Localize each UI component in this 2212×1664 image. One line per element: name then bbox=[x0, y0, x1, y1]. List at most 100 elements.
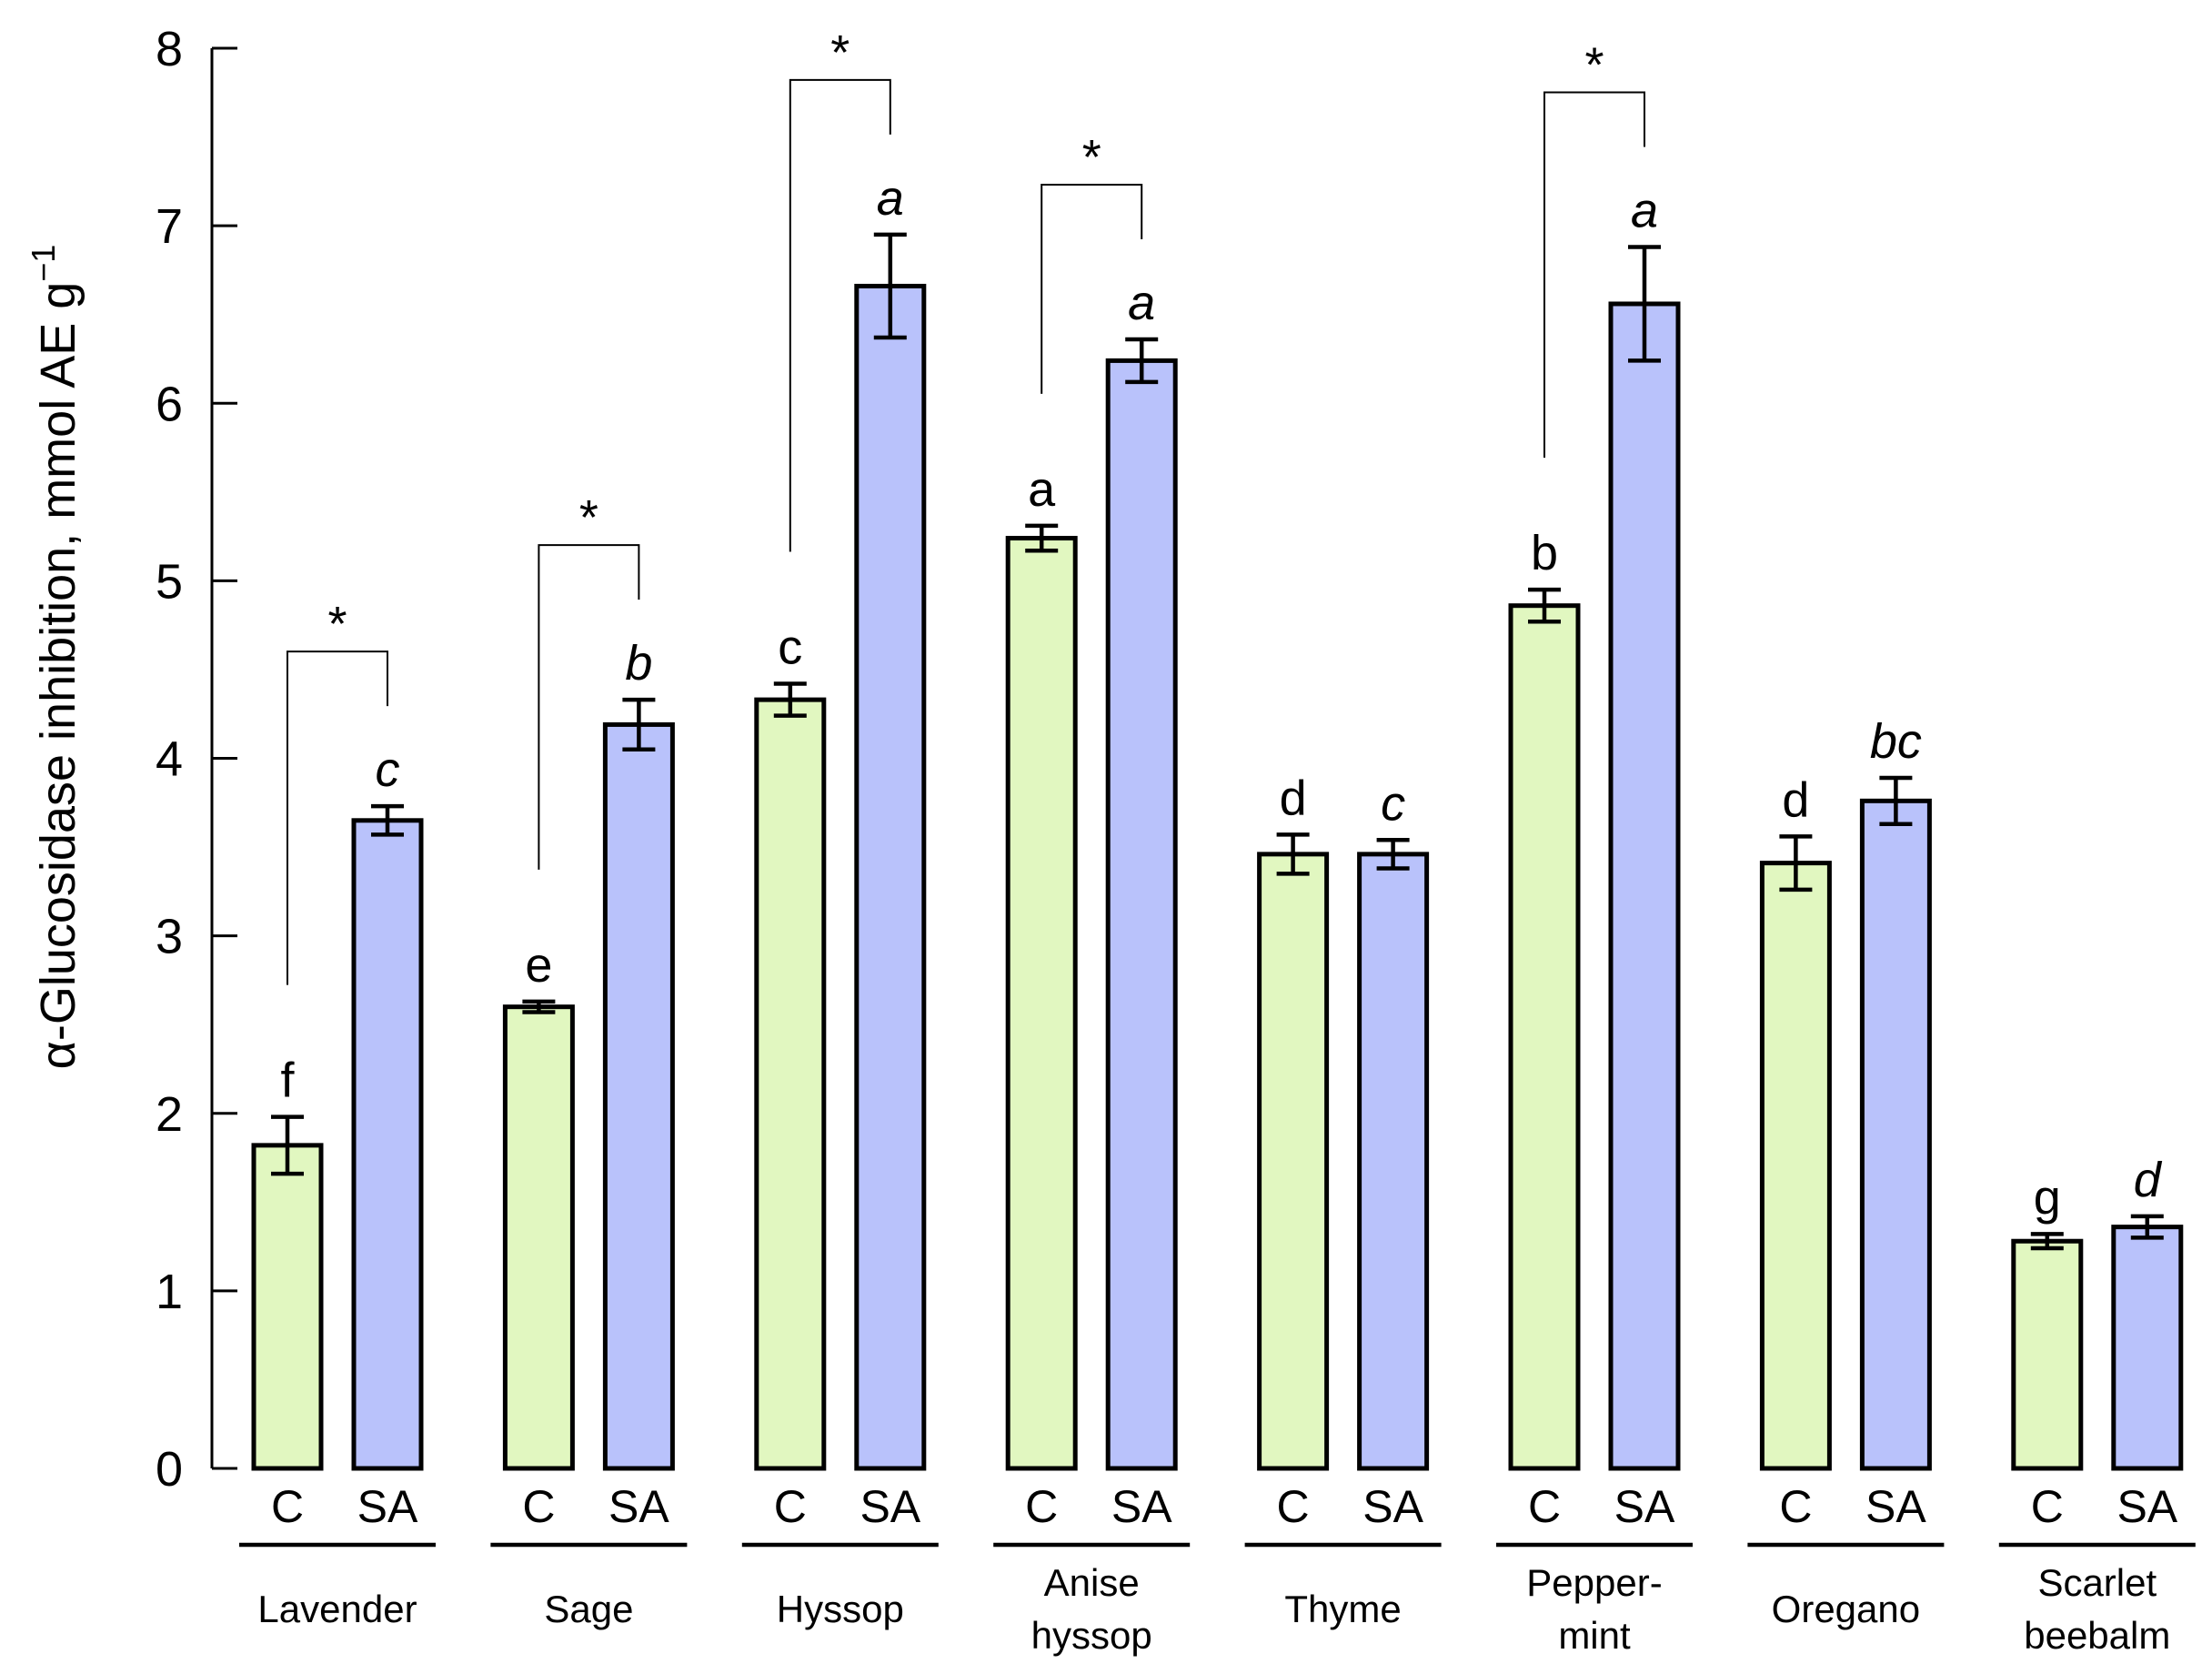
y-tick-label: 7 bbox=[156, 199, 183, 254]
significance-letter: d bbox=[2134, 1153, 2163, 1207]
group-label: Oregano bbox=[1772, 1588, 1920, 1630]
error-bar bbox=[2130, 1214, 2164, 1240]
bar-sa bbox=[1105, 358, 1178, 1471]
bar-c bbox=[1759, 861, 1832, 1471]
bar-sa bbox=[602, 721, 675, 1471]
treatment-label: SA bbox=[1111, 1481, 1172, 1532]
treatment-label: SA bbox=[860, 1481, 920, 1532]
significance-star: * bbox=[1082, 130, 1101, 185]
significance-star: * bbox=[579, 490, 598, 545]
significance-bracket bbox=[1543, 91, 1645, 459]
group-label: Hyssop bbox=[777, 1588, 904, 1630]
bar-group: e Cb SA * Sage bbox=[490, 490, 688, 1630]
error-bar bbox=[1125, 337, 1159, 385]
significance-letter: bc bbox=[1870, 714, 1922, 769]
treatment-label: C bbox=[774, 1481, 807, 1532]
significance-letter: b bbox=[1531, 526, 1558, 580]
y-tick-label: 5 bbox=[156, 554, 183, 609]
y-tick-label: 8 bbox=[156, 22, 183, 76]
bar-group: b Ca SA * Pepper-mint bbox=[1496, 38, 1693, 1657]
significance-letter: g bbox=[2034, 1170, 2061, 1225]
error-bar bbox=[773, 681, 807, 718]
bar-group: a Ca SA * Anise hyssop bbox=[993, 130, 1191, 1657]
bar-group: d Cc SA Thyme bbox=[1244, 771, 1442, 1630]
error-bar bbox=[622, 697, 656, 751]
significance-bracket bbox=[538, 544, 640, 870]
significance-star: * bbox=[1584, 38, 1604, 93]
bar-c bbox=[1508, 603, 1581, 1471]
error-bar bbox=[1025, 523, 1059, 553]
bar-group: f Cc SA * Lavender bbox=[239, 597, 436, 1630]
y-tick-label: 3 bbox=[156, 910, 183, 964]
treatment-label: SA bbox=[1614, 1481, 1675, 1532]
bar-group: g Cd SA Scarlet beebalm bbox=[1998, 1153, 2196, 1657]
error-bar bbox=[371, 803, 404, 837]
bar-sa bbox=[351, 818, 424, 1471]
error-bar bbox=[1376, 838, 1410, 871]
group-label: Lavender bbox=[257, 1588, 417, 1630]
bar-sa bbox=[2111, 1225, 2184, 1471]
bar-c bbox=[2011, 1238, 2084, 1471]
significance-letter: a bbox=[1128, 276, 1155, 330]
significance-letter: a bbox=[877, 171, 904, 226]
bar-sa bbox=[854, 283, 927, 1471]
y-axis-label: α-Glucosidase inhibition, mmol AE g−1 bbox=[25, 245, 85, 1070]
error-bar bbox=[2030, 1232, 2064, 1251]
significance-letter: d bbox=[1280, 771, 1307, 825]
treatment-label: C bbox=[1528, 1481, 1561, 1532]
bar-groups: f Cc SA * Lavender e Cb SA * Sage c Ca SA * Hyssop a Ca S… bbox=[239, 25, 2196, 1657]
treatment-label: SA bbox=[357, 1481, 418, 1532]
significance-bracket bbox=[1041, 184, 1143, 394]
error-bar bbox=[1628, 245, 1661, 363]
error-bar bbox=[873, 232, 907, 340]
treatment-label: C bbox=[271, 1481, 304, 1532]
significance-letter: f bbox=[280, 1054, 295, 1108]
significance-letter: a bbox=[1028, 462, 1056, 517]
bar-group: d Cbc SA Oregano bbox=[1747, 714, 1945, 1630]
treatment-label: C bbox=[1779, 1481, 1812, 1532]
significance-bracket bbox=[287, 650, 388, 985]
group-label: Pepper-mint bbox=[1526, 1561, 1662, 1657]
significance-letter: b bbox=[625, 636, 652, 691]
treatment-label: C bbox=[2031, 1481, 2064, 1532]
treatment-label: C bbox=[1025, 1481, 1058, 1532]
significance-letter: c bbox=[1381, 776, 1405, 831]
treatment-label: SA bbox=[1865, 1481, 1926, 1532]
group-label: Thyme bbox=[1284, 1588, 1401, 1630]
y-tick-label: 4 bbox=[156, 732, 183, 787]
error-bar bbox=[522, 999, 556, 1014]
treatment-label: SA bbox=[2116, 1481, 2177, 1532]
group-label: Sage bbox=[544, 1588, 633, 1630]
significance-letter: d bbox=[1782, 772, 1809, 827]
error-bar bbox=[1879, 775, 1913, 826]
significance-bracket bbox=[789, 78, 891, 552]
bar-sa bbox=[1859, 798, 1932, 1471]
treatment-label: C bbox=[522, 1481, 555, 1532]
error-bar bbox=[1276, 832, 1310, 876]
group-label: Scarlet beebalm bbox=[2024, 1561, 2170, 1657]
y-tick-label: 2 bbox=[156, 1087, 183, 1142]
bar-c bbox=[1257, 852, 1330, 1471]
bar-group: c Ca SA * Hyssop bbox=[741, 25, 939, 1630]
bar-c bbox=[251, 1143, 324, 1471]
significance-letter: c bbox=[376, 742, 400, 797]
significance-star: * bbox=[830, 25, 850, 80]
error-bar bbox=[1779, 834, 1813, 893]
significance-letter: c bbox=[778, 620, 802, 675]
bar-c bbox=[1005, 536, 1078, 1471]
treatment-label: SA bbox=[1362, 1481, 1423, 1532]
significance-star: * bbox=[327, 597, 347, 651]
treatment-label: C bbox=[1277, 1481, 1310, 1532]
y-tick-label: 0 bbox=[156, 1442, 183, 1497]
bar-c bbox=[502, 1004, 575, 1471]
error-bar bbox=[271, 1114, 304, 1176]
treatment-label: SA bbox=[608, 1481, 669, 1532]
significance-letter: a bbox=[1631, 184, 1658, 238]
y-tick-label: 6 bbox=[156, 377, 183, 431]
bar-c bbox=[754, 697, 827, 1471]
group-label: Anise hyssop bbox=[1031, 1561, 1152, 1657]
y-tick-label: 1 bbox=[156, 1265, 183, 1319]
bar-sa bbox=[1357, 852, 1430, 1471]
bar-sa bbox=[1608, 301, 1681, 1471]
